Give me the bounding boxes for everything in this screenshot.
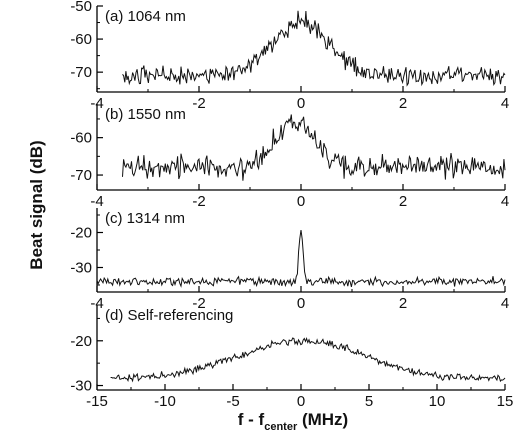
panel-c-x-tick-label: -2: [192, 295, 205, 312]
panel-a-x-tick-label: 2: [399, 95, 407, 112]
panel-d-x-tick-label: 10: [429, 393, 446, 410]
panel-a-trace: [122, 10, 506, 87]
panel-d-x-tick-label: 15: [497, 393, 514, 410]
x-axis-label-unit: (MHz): [297, 410, 348, 429]
panel-a-x-tick-label: 4: [501, 95, 509, 112]
panel-b-x-tick-label: -2: [192, 193, 205, 210]
panel-a-x-tick-label: -4: [90, 95, 103, 112]
panel-a: -4 -2 0 2 4 -50 -60 -70 (a) 1064 nm: [70, 0, 509, 112]
panel-c-y-tick-label: -30: [70, 260, 92, 277]
panel-a-x-tick-label: 0: [297, 95, 305, 112]
panel-d-annotation: (d) Self-referencing: [105, 307, 233, 324]
panels: -4 -2 0 2 4-50-60-70(a) 1064 nm-4 -2 0 2 4-60-70…: [70, 0, 513, 410]
panel-b-x-tick-label: -4: [90, 193, 103, 210]
panel-d-x-tick-label: 5: [365, 393, 373, 410]
panel-a-y-tick-label: -50: [70, 0, 92, 15]
panel-c-x-tick-label: -4: [90, 295, 103, 312]
panel-d-x-tick-label: 0: [297, 393, 305, 410]
panel-b-trace: [122, 114, 506, 181]
y-axis-label: Beat signal (dB): [27, 140, 46, 269]
panel-b-x-tick-label: 2: [399, 193, 407, 210]
panel-d-x-tick-label: -10: [154, 393, 176, 410]
x-axis-label: f - fcenter (MHz): [238, 410, 348, 433]
panel-d-y-tick-label: -20: [70, 333, 92, 350]
panel-b-annotation: (b) 1550 nm: [105, 106, 186, 123]
panel-b-y-tick-label: -70: [70, 167, 92, 184]
panel-c-trace: [96, 230, 506, 288]
panel-c-x-tick-label: 0: [297, 295, 305, 312]
panel-c-annotation: (c) 1314 nm: [105, 210, 185, 227]
panel-b-y-tick-label: -60: [70, 130, 92, 147]
panel-b-x-tick-label: 4: [501, 193, 509, 210]
x-axis-label-main: f - f: [238, 410, 265, 429]
panel-d: -15 -10 -5 0 5 10 15 -20 -30 (d) Self-referencing: [70, 305, 513, 410]
panel-b: -4 -2 0 2 4 -60 -70 (b) 1550 nm: [70, 104, 509, 210]
panel-c: -4 -2 0 2 4-20-30(c) 1314 nm: [70, 208, 509, 312]
panel-d-trace: [110, 336, 506, 383]
x-axis-label-sub: center: [264, 421, 298, 433]
panel-a-annotation: (a) 1064 nm: [105, 8, 186, 25]
panel-a-y-tick-label: -70: [70, 64, 92, 81]
panel-c-x-tick-label: 4: [501, 295, 509, 312]
panel-b-x-tick-label: 0: [297, 193, 305, 210]
panel-d-x-tick-label: -15: [86, 393, 108, 410]
panel-d-x-tick-label: -5: [226, 393, 239, 410]
panel-c-x-tick-label: 2: [399, 295, 407, 312]
panel-d-y-tick-label: -30: [70, 378, 92, 395]
panel-c-y-tick-label: -20: [70, 225, 92, 242]
panel-a-x-tick-label: -2: [192, 95, 205, 112]
panel-a-y-tick-label: -60: [70, 31, 92, 48]
